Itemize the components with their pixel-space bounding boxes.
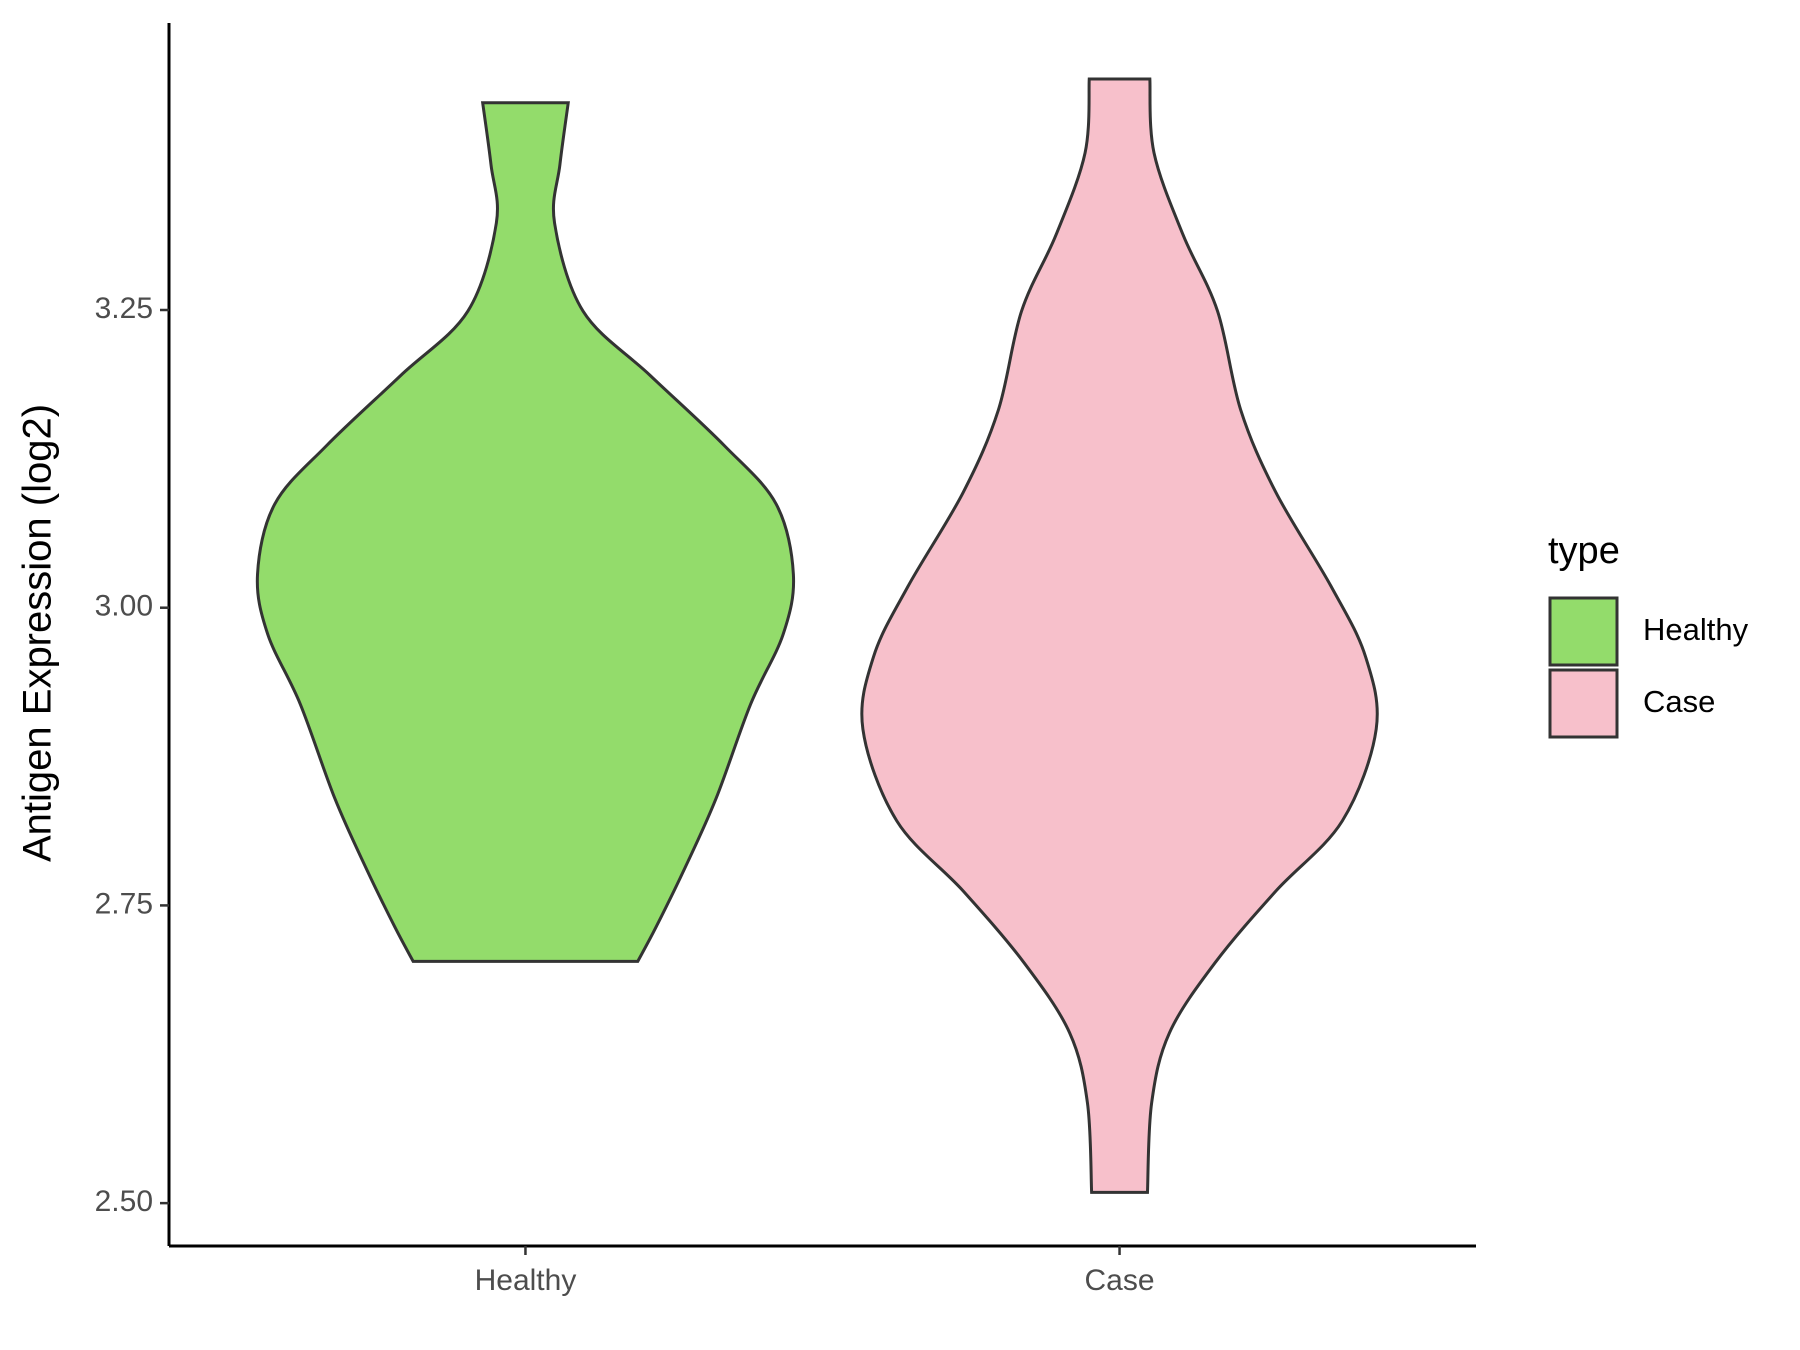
y-axis-title: Antigen Expression (log2) (16, 404, 60, 862)
y-tick-label: 3.25 (95, 292, 153, 325)
legend-label: Case (1643, 684, 1715, 719)
y-tick-label: 2.75 (95, 887, 153, 920)
legend-swatch (1548, 596, 1619, 667)
violin (860, 77, 1379, 1194)
violin (255, 101, 796, 963)
legend-swatch (1548, 668, 1619, 739)
x-tick-label: Case (1085, 1264, 1155, 1297)
legend-label: Healthy (1643, 612, 1749, 647)
x-tick-label: Healthy (475, 1264, 577, 1297)
y-tick-label: 3.00 (95, 590, 153, 623)
y-tick-label: 2.50 (95, 1185, 153, 1218)
legend-title: type (1548, 530, 1620, 572)
